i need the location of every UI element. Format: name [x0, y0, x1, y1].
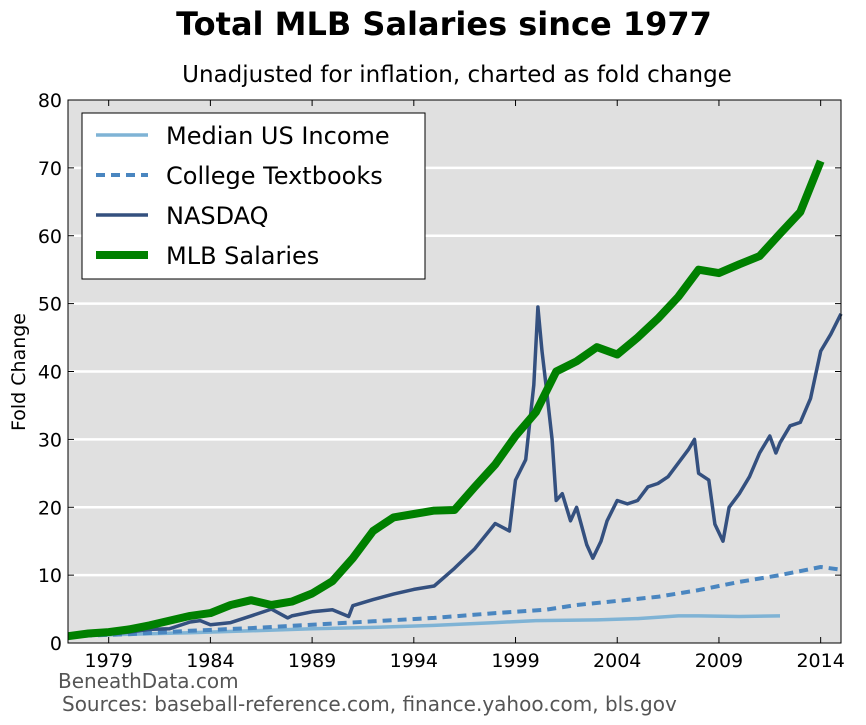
series-line-1: [67, 565, 842, 639]
legend-label: College Textbooks: [166, 162, 383, 190]
legend-label: NASDAQ: [166, 202, 269, 230]
x-tick-label: 2014: [796, 650, 844, 672]
series-line-0: [67, 614, 781, 638]
x-tick-label: 1989: [288, 650, 336, 672]
series-line-3: [67, 159, 825, 641]
chart-title: Total MLB Salaries since 1977: [176, 5, 712, 43]
y-tick-label: 40: [38, 362, 62, 384]
y-tick-label: 70: [38, 158, 62, 180]
legend-label: MLB Salaries: [166, 242, 319, 270]
footer-credit: BeneathData.com: [58, 669, 239, 693]
series-lines: [67, 159, 843, 641]
x-tick-label: 2004: [593, 650, 641, 672]
plot-border: [67, 99, 842, 644]
series-line-2: [67, 305, 843, 638]
x-tick-label: 1979: [85, 650, 133, 672]
y-tick-label: 10: [38, 565, 62, 587]
x-tick-label: 1999: [491, 650, 539, 672]
legend: Median US Income College Textbooks NASDAQ M…: [81, 112, 426, 280]
y-tick-label: 0: [50, 633, 62, 655]
x-tick-label: 1984: [186, 650, 234, 672]
y-tick-label: 30: [38, 429, 62, 451]
x-tick-label: 2009: [695, 650, 743, 672]
x-tick-label: 1994: [390, 650, 438, 672]
y-axis: 0 10 20 30 40 50 60 70 80: [38, 90, 841, 655]
y-tick-label: 60: [38, 226, 62, 248]
legend-label: Median US Income: [166, 122, 390, 150]
chart-subtitle: Unadjusted for inflation, charted as fol…: [182, 62, 732, 88]
y-tick-label: 20: [38, 497, 62, 519]
y-tick-label: 50: [38, 294, 62, 316]
y-axis-label: Fold Change: [8, 313, 30, 431]
y-tick-label: 80: [38, 90, 62, 112]
x-axis: 1979 1984 1989 1994 1999 2004 2009 2014: [85, 100, 845, 672]
footer-sources: Sources: baseball-reference.com, finance…: [62, 692, 677, 716]
